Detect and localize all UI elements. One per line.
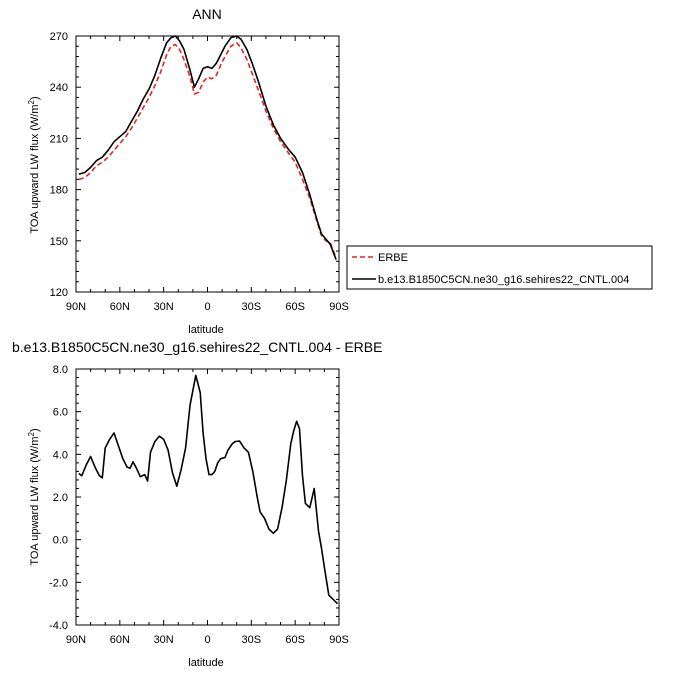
bottom-x-tick-label: 60S	[285, 634, 305, 646]
top-x-tick-label: 30S	[242, 301, 262, 313]
bottom-y-tick-label: -2.0	[49, 577, 68, 589]
top-chart-ylabel: TOA upward LW flux (W/m2)	[27, 96, 41, 233]
bottom-chart-ylabel: TOA upward LW flux (W/m2)	[27, 428, 41, 565]
top-chart-xlabel: latitude	[188, 324, 223, 336]
top-series-line-1	[78, 35, 337, 260]
top-y-tick-label: 180	[50, 185, 68, 197]
top-x-tick-label: 0	[204, 301, 210, 313]
bottom-x-tick-label: 90N	[66, 634, 86, 646]
top-x-tick-label: 90N	[66, 301, 86, 313]
legend: ERBE b.e13.B1850C5CN.ne30_g16.sehires22_…	[346, 245, 653, 290]
top-x-tick-label: 60N	[110, 301, 130, 313]
top-x-tick-label: 90S	[329, 301, 349, 313]
bottom-chart-xlabel: latitude	[188, 657, 223, 669]
bottom-y-tick-label: 8.0	[53, 364, 68, 376]
bottom-x-tick-label: 0	[204, 634, 210, 646]
bottom-chart-title: b.e13.B1850C5CN.ne30_g16.sehires22_CNTL.…	[12, 339, 382, 355]
bottom-y-tick-label: 0.0	[53, 535, 68, 547]
top-plot-frame	[75, 35, 340, 293]
bottom-y-tick-label: -4.0	[49, 620, 68, 632]
bottom-chart: b.e13.B1850C5CN.ne30_g16.sehires22_CNTL.…	[12, 339, 382, 669]
top-x-tick-label: 60S	[285, 301, 305, 313]
top-chart-title: ANN	[192, 6, 222, 22]
bottom-plot-frame	[75, 368, 340, 626]
bottom-x-tick-label: 30S	[242, 634, 262, 646]
bottom-y-tick-label: 6.0	[53, 407, 68, 419]
legend-label-model: b.e13.B1850C5CN.ne30_g16.sehires22_CNTL.…	[378, 274, 629, 286]
top-y-tick-label: 240	[50, 82, 68, 94]
bottom-x-tick-label: 30N	[154, 634, 174, 646]
bottom-x-tick-label: 60N	[110, 634, 130, 646]
bottom-y-tick-label: 2.0	[53, 492, 68, 504]
legend-label-erbe: ERBE	[378, 252, 408, 264]
top-y-tick-label: 210	[50, 133, 68, 145]
top-y-tick-label: 150	[50, 236, 68, 248]
top-chart: ANN TOA upward LW flux (W/m2) latitude 9…	[27, 6, 349, 336]
legend-box	[346, 245, 653, 290]
bottom-y-tick-label: 4.0	[53, 449, 68, 461]
bottom-series-line-0	[78, 374, 339, 605]
top-y-tick-label: 270	[50, 31, 68, 43]
top-y-tick-label: 120	[50, 287, 68, 299]
bottom-x-tick-label: 90S	[329, 634, 349, 646]
top-series-line-0	[78, 41, 337, 259]
top-x-tick-label: 30N	[154, 301, 174, 313]
